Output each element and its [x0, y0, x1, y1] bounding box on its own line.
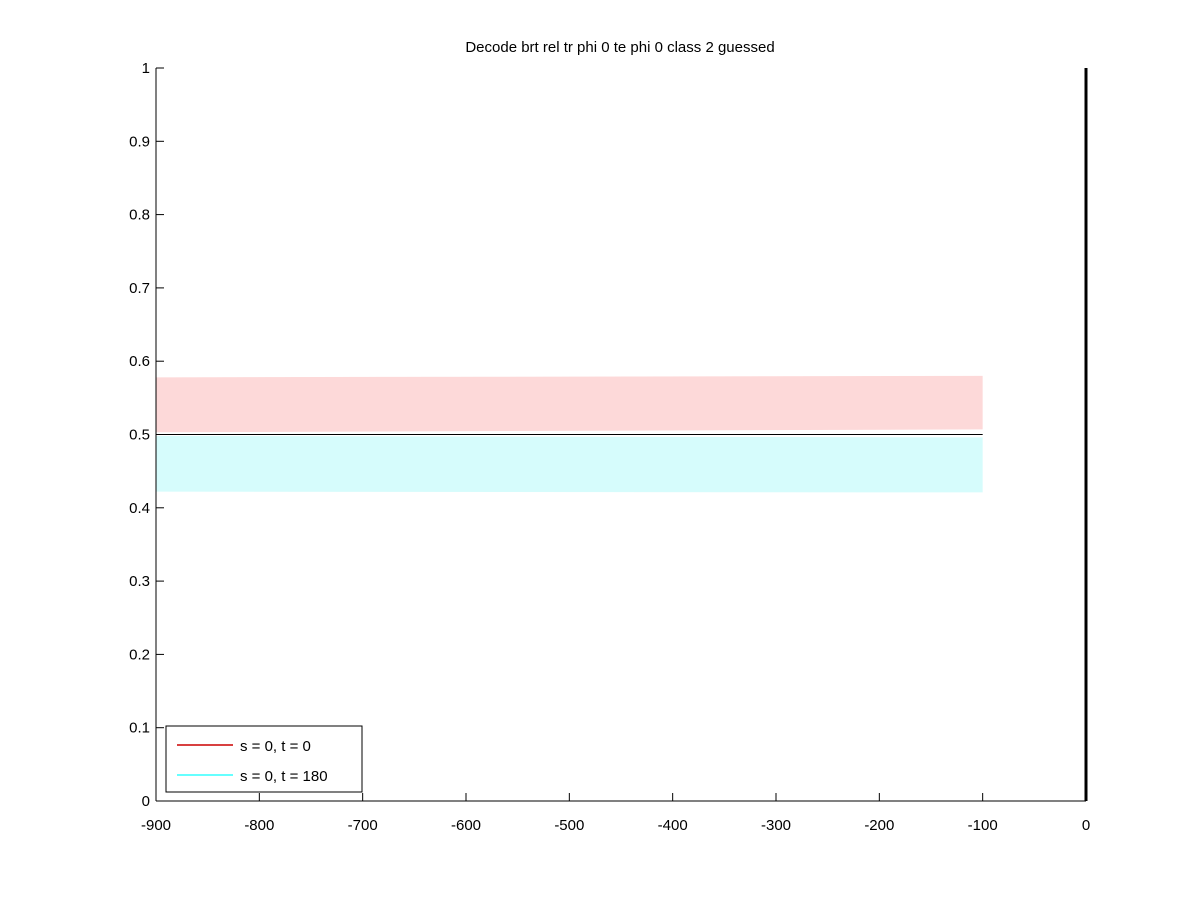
y-tick-label: 0.9	[129, 133, 150, 150]
legend-box	[165, 725, 363, 793]
y-tick-label: 0.5	[129, 427, 150, 444]
y-tick-label: 0.1	[129, 720, 150, 737]
x-tick-label: -200	[864, 817, 894, 834]
reference-lines	[156, 68, 1088, 801]
confidence-bands	[156, 375, 983, 493]
legend: s = 0, t = 0 s = 0, t = 180	[165, 725, 363, 793]
y-tick-label: 0.7	[129, 280, 150, 297]
x-tick-label: -300	[761, 817, 791, 834]
x-tick-label: -700	[348, 817, 378, 834]
y-tick-label: 0.3	[129, 573, 150, 590]
x-tick-label: -900	[141, 817, 171, 834]
x-tick-label: -400	[658, 817, 688, 834]
y-tick-label: 0	[142, 793, 150, 810]
x-tick-label: 0	[1082, 817, 1090, 834]
x-tick-label: -100	[968, 817, 998, 834]
axes: -900 -800 -700 -600 -500 -400 -300 -200 -100 0 0 0.…	[129, 60, 1090, 834]
y-tick-label: 0.8	[129, 207, 150, 224]
y-tick-label: 0.2	[129, 646, 150, 663]
legend-label-series-2: s = 0, t = 180	[240, 768, 328, 785]
y-tick-label: 1	[142, 60, 150, 77]
legend-label-series-1: s = 0, t = 0	[240, 738, 311, 755]
band-series-1	[156, 375, 983, 433]
band-series-2	[156, 435, 983, 493]
chart-title: Decode brt rel tr phi 0 te phi 0 class 2…	[465, 39, 774, 56]
x-tick-label: -800	[244, 817, 274, 834]
y-tick-label: 0.4	[129, 500, 150, 517]
x-tick-label: -600	[451, 817, 481, 834]
x-tick-label: -500	[554, 817, 584, 834]
y-tick-label: 0.6	[129, 353, 150, 370]
